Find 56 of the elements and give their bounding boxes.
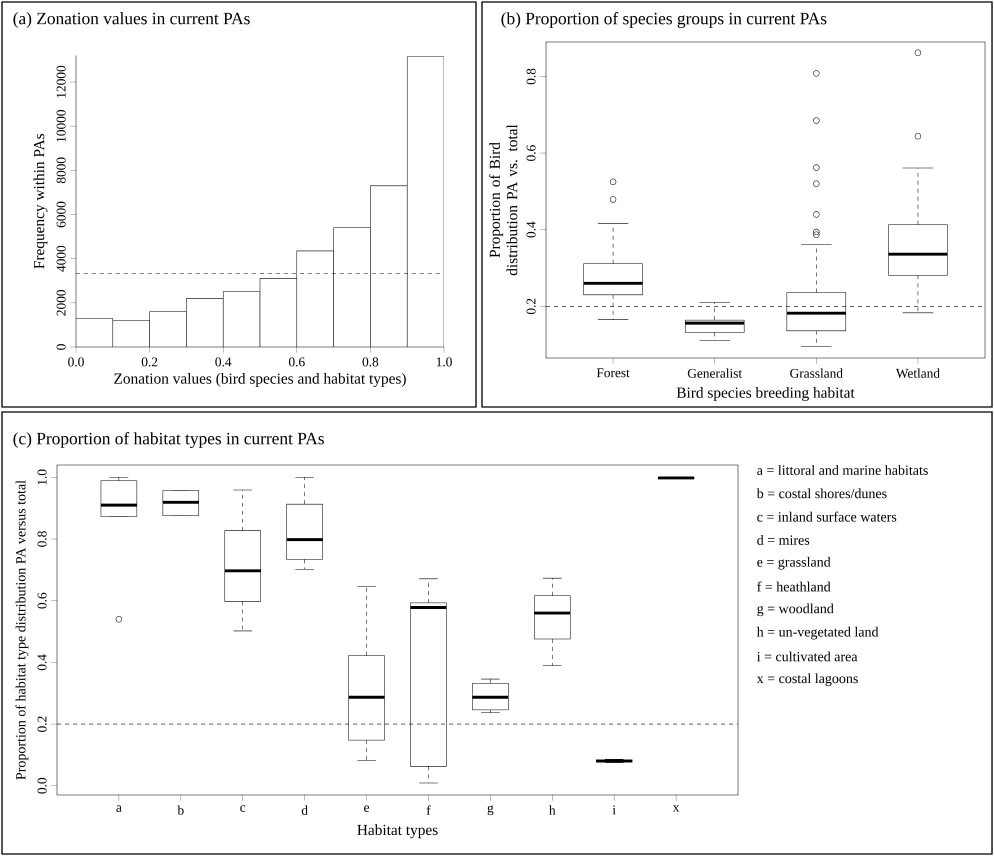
text: i = cultivated area <box>757 651 858 662</box>
x-tick-label: 1.0 <box>436 357 452 366</box>
y-tick-label: 0.8 <box>526 68 536 84</box>
y-tick-label: 0.2 <box>526 298 536 314</box>
x-tick-label: 0.2 <box>142 357 158 366</box>
y-tick-label: 12000 <box>56 66 66 98</box>
x-axis-title: Bird species breeding habitat <box>676 387 855 401</box>
text: e = grassland <box>757 556 831 570</box>
x-tick-label: 0.6 <box>288 357 305 366</box>
y-tick-label: 4000 <box>56 246 66 272</box>
x-tick-label: Grassland <box>790 368 843 378</box>
x-tick-label: 0.4 <box>215 357 232 366</box>
x-tick-label: 0.8 <box>362 357 378 366</box>
text: c = inland surface waters <box>757 512 896 522</box>
x-axis-title: Zonation values (bird species and habitat types) <box>114 372 406 387</box>
x-tick-label: d <box>302 805 308 815</box>
y-tick-label: 1.0 <box>38 470 47 485</box>
y-tick-label: 2000 <box>56 290 66 316</box>
x-tick-label: x <box>672 805 680 812</box>
y-tick-label: 0.8 <box>38 531 47 547</box>
text: x = costal lagoons <box>756 673 858 686</box>
x-tick-label: h <box>549 805 556 815</box>
chart-title: (c) Proportion of habitat types in current PAs <box>13 432 324 448</box>
y-axis-title: Proportion of Bird distribution PA vs. total <box>489 124 518 276</box>
y-tick-label: 0 <box>56 344 66 350</box>
y-tick-label: 0.6 <box>38 592 47 609</box>
text: h = un-vegetated land <box>756 626 878 640</box>
x-tick-label: g <box>488 805 494 816</box>
x-tick-label: 0.0 <box>68 357 84 366</box>
y-tick-label: 0.4 <box>526 222 536 238</box>
text: a = littoral and marine habitats <box>757 465 928 475</box>
x-tick-label: i <box>612 805 616 814</box>
x-tick-label: Generalist <box>688 368 742 378</box>
text: g = woodland <box>757 603 834 616</box>
y-axis-title: Frequency within PAs <box>33 134 48 269</box>
y-axis-title: Proportion of habitat type distribution PA versus total <box>16 480 28 780</box>
text: d = mires <box>757 534 810 545</box>
y-tick-label: 0.6 <box>526 145 536 161</box>
y-tick-label: 0.0 <box>38 778 47 794</box>
text: f = heathland <box>757 582 831 592</box>
x-tick-label: e <box>364 805 370 812</box>
x-tick-label: Wetland <box>896 368 940 378</box>
y-tick-label: 0.2 <box>38 716 47 732</box>
chart-title: (b) Proportion of species groups in current PAs <box>501 12 826 28</box>
x-tick-label: b <box>177 805 184 815</box>
y-tick-label: 8000 <box>56 158 66 184</box>
x-tick-label: c <box>240 805 246 812</box>
chart-title: (a) Zonation values in current PAs <box>13 12 250 28</box>
x-tick-label: f <box>426 805 431 815</box>
x-tick-label: Forest <box>596 368 630 378</box>
x-tick-label: a <box>116 805 122 812</box>
y-tick-label: 0.4 <box>38 654 47 670</box>
y-tick-label: 10000 <box>56 110 66 142</box>
text: b = costal shores/dunes <box>756 488 887 498</box>
y-tick-label: 6000 <box>56 202 66 228</box>
x-axis-title: Habitat types <box>357 824 438 838</box>
